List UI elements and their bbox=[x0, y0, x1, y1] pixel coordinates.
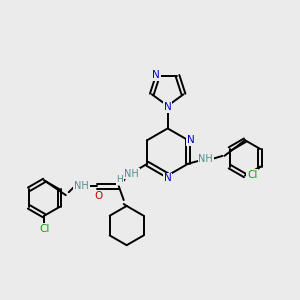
Text: Cl: Cl bbox=[247, 169, 258, 179]
Text: NH: NH bbox=[74, 181, 89, 191]
Text: N: N bbox=[187, 135, 195, 145]
Text: N: N bbox=[164, 173, 172, 184]
Text: H: H bbox=[116, 175, 123, 184]
Text: Cl: Cl bbox=[39, 224, 50, 233]
Text: NH: NH bbox=[198, 154, 213, 164]
Text: N: N bbox=[152, 70, 160, 80]
Text: N: N bbox=[164, 102, 172, 112]
Text: O: O bbox=[94, 191, 102, 201]
Text: NH: NH bbox=[124, 169, 139, 178]
